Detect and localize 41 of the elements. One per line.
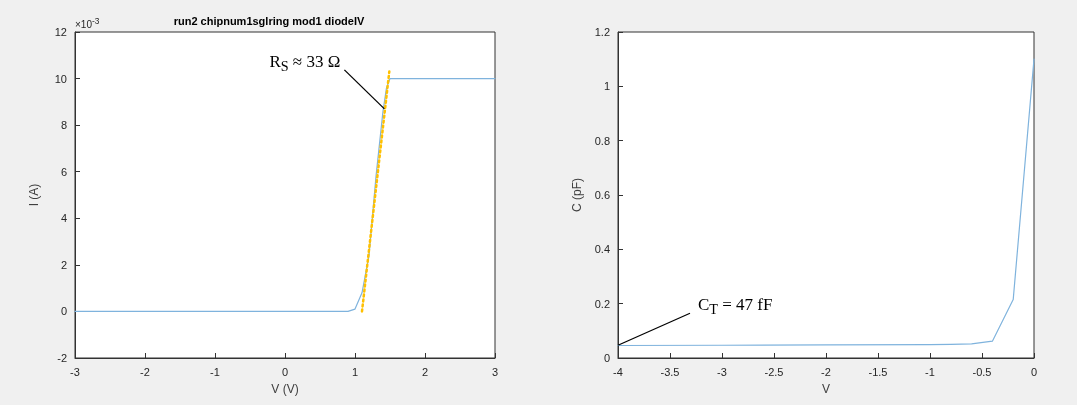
- y-tick-label: 0: [60, 305, 67, 318]
- x-axis-title: V: [821, 382, 831, 396]
- y-tick-label: 2: [60, 258, 67, 271]
- y-tick-label: 4: [60, 212, 67, 225]
- y-tick-label: 0.2: [594, 297, 610, 310]
- x-tick-label: -3: [70, 365, 80, 378]
- x-axis-title: V (V): [271, 382, 299, 396]
- x-tick-label: -1: [210, 365, 220, 378]
- y-tick-label: 0.6: [594, 189, 610, 201]
- x-tick-label: 1: [351, 365, 359, 378]
- y-axis-title: I (A): [27, 183, 41, 207]
- y-axis-title: C (pF): [570, 178, 584, 212]
- x-tick-label: -4: [613, 365, 623, 378]
- line-series: [617, 58, 1035, 347]
- y-tick-label: 8: [60, 119, 67, 132]
- chart-title: run2 chipnum1sglring mod1 diodeIV: [173, 14, 365, 27]
- annotation: R$_{S}$ ≈ 33 Ω: [269, 51, 341, 77]
- y-tick-label: 1: [603, 80, 610, 93]
- x-tick-label: -3: [717, 365, 727, 378]
- x-tick-label: -2.5: [764, 365, 784, 378]
- x-tick-label: -2: [821, 365, 831, 378]
- y-tick-label: 6: [60, 165, 67, 178]
- x-tick-label: 0: [1030, 365, 1038, 378]
- annotation: C$_{T}$ = 47 fF: [698, 295, 773, 320]
- x-tick-label: -1.5: [868, 365, 888, 378]
- y-tick-label: 12: [54, 26, 67, 38]
- x-tick-label: 0: [281, 365, 289, 378]
- x-tick-label: 2: [421, 365, 429, 378]
- text: ×10$^{-3}$: [75, 16, 100, 31]
- y-tick-label: -2: [57, 352, 67, 364]
- x-tick-label: -1: [925, 365, 935, 378]
- y-tick-label: 0: [603, 352, 610, 364]
- x-tick-label: -3.5: [660, 365, 680, 378]
- y-tick-label: 10: [54, 72, 67, 85]
- line-series: [74, 77, 496, 313]
- y-tick-label: 1.2: [594, 26, 610, 38]
- x-tick-label: 3: [491, 365, 499, 378]
- x-tick-label: -0.5: [972, 365, 992, 378]
- y-tick-label: 0.4: [594, 243, 610, 256]
- x-tick-label: -2: [140, 365, 150, 378]
- y-tick-label: 0.8: [594, 134, 610, 147]
